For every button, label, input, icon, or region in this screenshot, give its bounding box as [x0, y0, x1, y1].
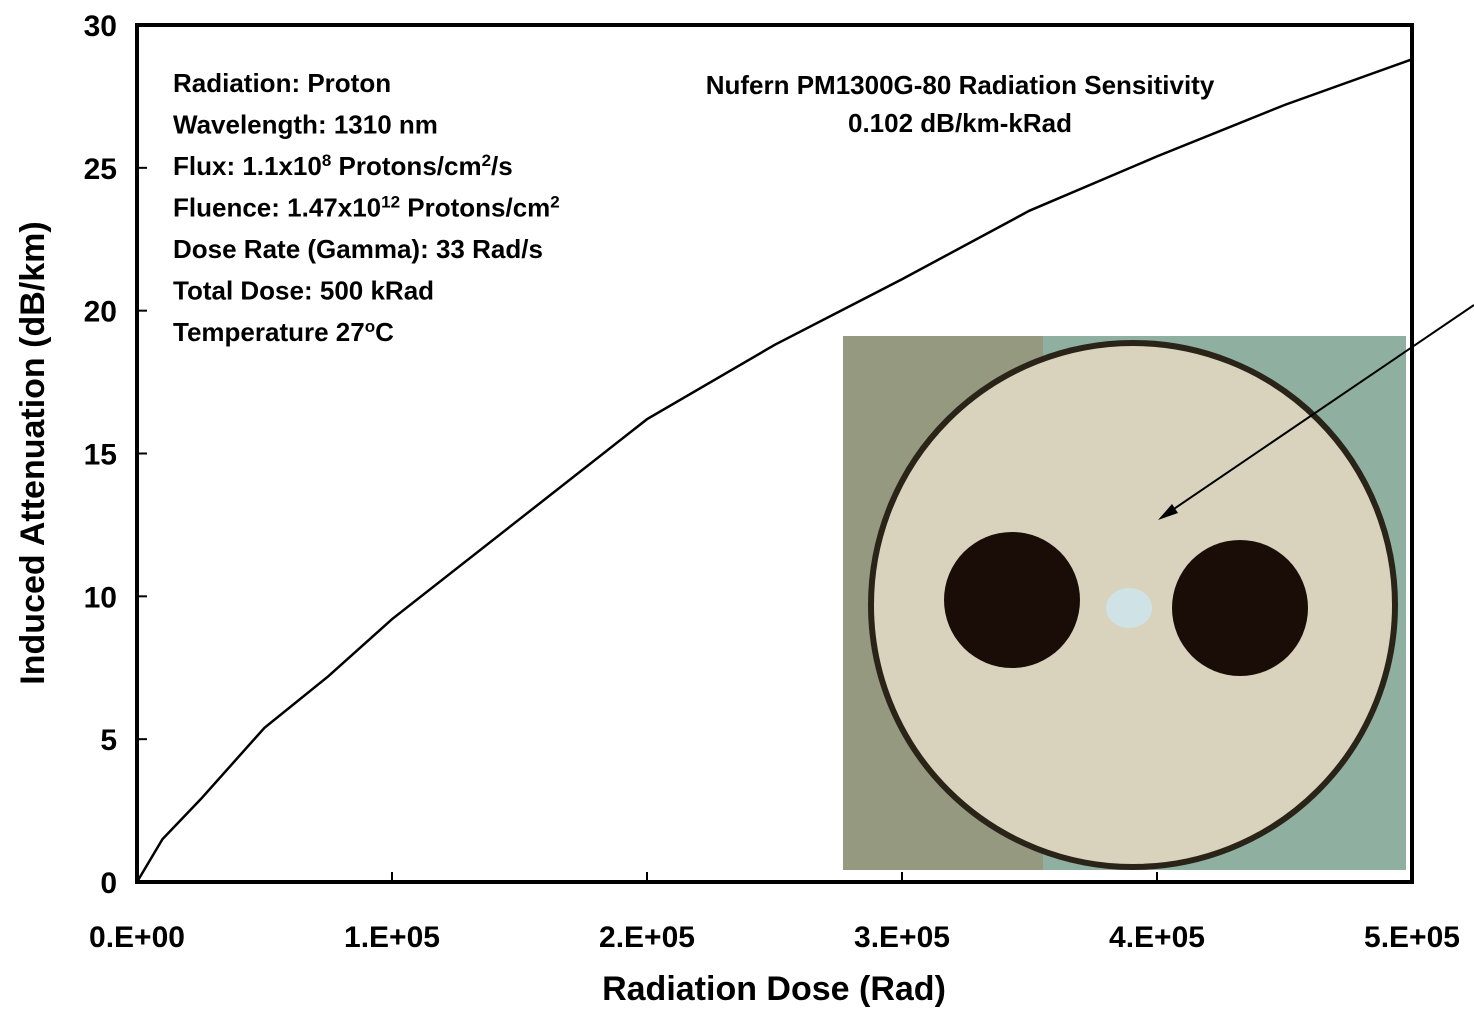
annotation-part: Total Dose: 500 kRad	[173, 276, 434, 306]
annotation: Flux: 1.1x108 Protons/cm2/s	[173, 151, 513, 182]
annotation-part: Protons/cm	[400, 193, 550, 223]
annotation-part: 2	[550, 192, 559, 211]
y-tick-label: 20	[84, 296, 117, 329]
x-tick-label: 3.E+05	[854, 921, 950, 954]
y-tick-label: 15	[84, 439, 117, 472]
x-tick-label: 4.E+05	[1109, 921, 1205, 954]
annotation-part: Radiation: Proton	[173, 68, 391, 98]
annotation-part: Fluence: 1.47x10	[173, 193, 381, 223]
annotation: Wavelength: 1310 nm	[173, 110, 438, 140]
annotation-part: C	[375, 317, 394, 347]
y-tick-label: 0	[100, 867, 117, 900]
annotation-part: Flux: 1.1x10	[173, 151, 322, 181]
y-tick-label: 5	[100, 724, 117, 757]
annotation: Temperature 27oC	[173, 317, 394, 348]
arrow	[1164, 304, 1474, 516]
chart-title: Nufern PM1300G-80 Radiation Sensitivity	[706, 70, 1215, 100]
annotation-part: 12	[381, 192, 400, 211]
x-tick-label: 0.E+00	[89, 921, 185, 954]
y-tick-label: 30	[84, 10, 117, 43]
arrow-head	[1158, 504, 1178, 520]
annotation-part: o	[365, 317, 375, 336]
annotation-part: Dose Rate (Gamma): 33 Rad/s	[173, 234, 543, 264]
x-axis-label: Radiation Dose (Rad)	[602, 970, 946, 1008]
annotation: Dose Rate (Gamma): 33 Rad/s	[173, 234, 543, 264]
y-tick-label: 25	[84, 153, 117, 186]
annotation-part: 8	[322, 151, 331, 170]
inset-photo	[843, 336, 1406, 870]
y-tick-label: 10	[84, 581, 117, 614]
x-tick-label: 5.E+05	[1364, 921, 1460, 954]
annotation-part: Temperature 27	[173, 317, 365, 347]
annotation-part: 2	[482, 151, 491, 170]
annotation: Fluence: 1.47x1012 Protons/cm2	[173, 192, 560, 223]
x-tick-label: 2.E+05	[599, 921, 695, 954]
data-line	[135, 58, 1413, 883]
annotation-part: Wavelength: 1310 nm	[173, 110, 438, 140]
annotation-part: /s	[491, 151, 513, 181]
x-tick-label: 1.E+05	[344, 921, 440, 954]
chart-subtitle: 0.102 dB/km-kRad	[848, 108, 1072, 138]
annotation: Radiation: Proton	[173, 68, 391, 98]
annotation: Total Dose: 500 kRad	[173, 276, 434, 306]
y-axis-label: Induced Attenuation (dB/km)	[14, 221, 52, 684]
annotation-part: Protons/cm	[331, 151, 481, 181]
